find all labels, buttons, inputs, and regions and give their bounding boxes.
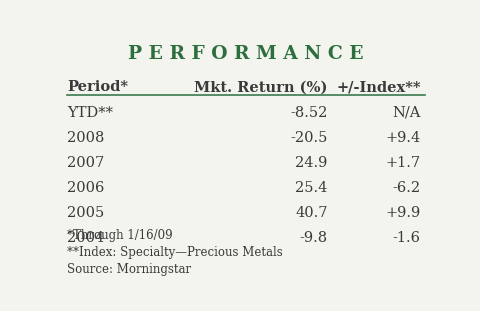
Text: Source: Morningstar: Source: Morningstar	[67, 263, 192, 276]
Text: 2008: 2008	[67, 131, 105, 145]
Text: 2005: 2005	[67, 206, 105, 220]
Text: 25.4: 25.4	[296, 181, 328, 195]
Text: 2007: 2007	[67, 156, 105, 170]
Text: +/-Index**: +/-Index**	[336, 81, 421, 95]
Text: 40.7: 40.7	[295, 206, 328, 220]
Text: N/A: N/A	[393, 105, 421, 119]
Text: +9.9: +9.9	[385, 206, 421, 220]
Text: *Through 1/16/09: *Through 1/16/09	[67, 229, 173, 242]
Text: -8.52: -8.52	[290, 105, 328, 119]
Text: -20.5: -20.5	[290, 131, 328, 145]
Text: Period*: Period*	[67, 81, 129, 95]
Text: **Index: Specialty—Precious Metals: **Index: Specialty—Precious Metals	[67, 246, 283, 259]
Text: Mkt. Return (%): Mkt. Return (%)	[194, 81, 328, 95]
Text: -6.2: -6.2	[393, 181, 421, 195]
Text: P E R F O R M A N C E: P E R F O R M A N C E	[128, 44, 364, 63]
Text: -1.6: -1.6	[393, 231, 421, 245]
Text: 24.9: 24.9	[296, 156, 328, 170]
Text: YTD**: YTD**	[67, 105, 113, 119]
Text: -9.8: -9.8	[300, 231, 328, 245]
Text: 2004: 2004	[67, 231, 105, 245]
Text: +9.4: +9.4	[385, 131, 421, 145]
Text: +1.7: +1.7	[386, 156, 421, 170]
Text: 2006: 2006	[67, 181, 105, 195]
